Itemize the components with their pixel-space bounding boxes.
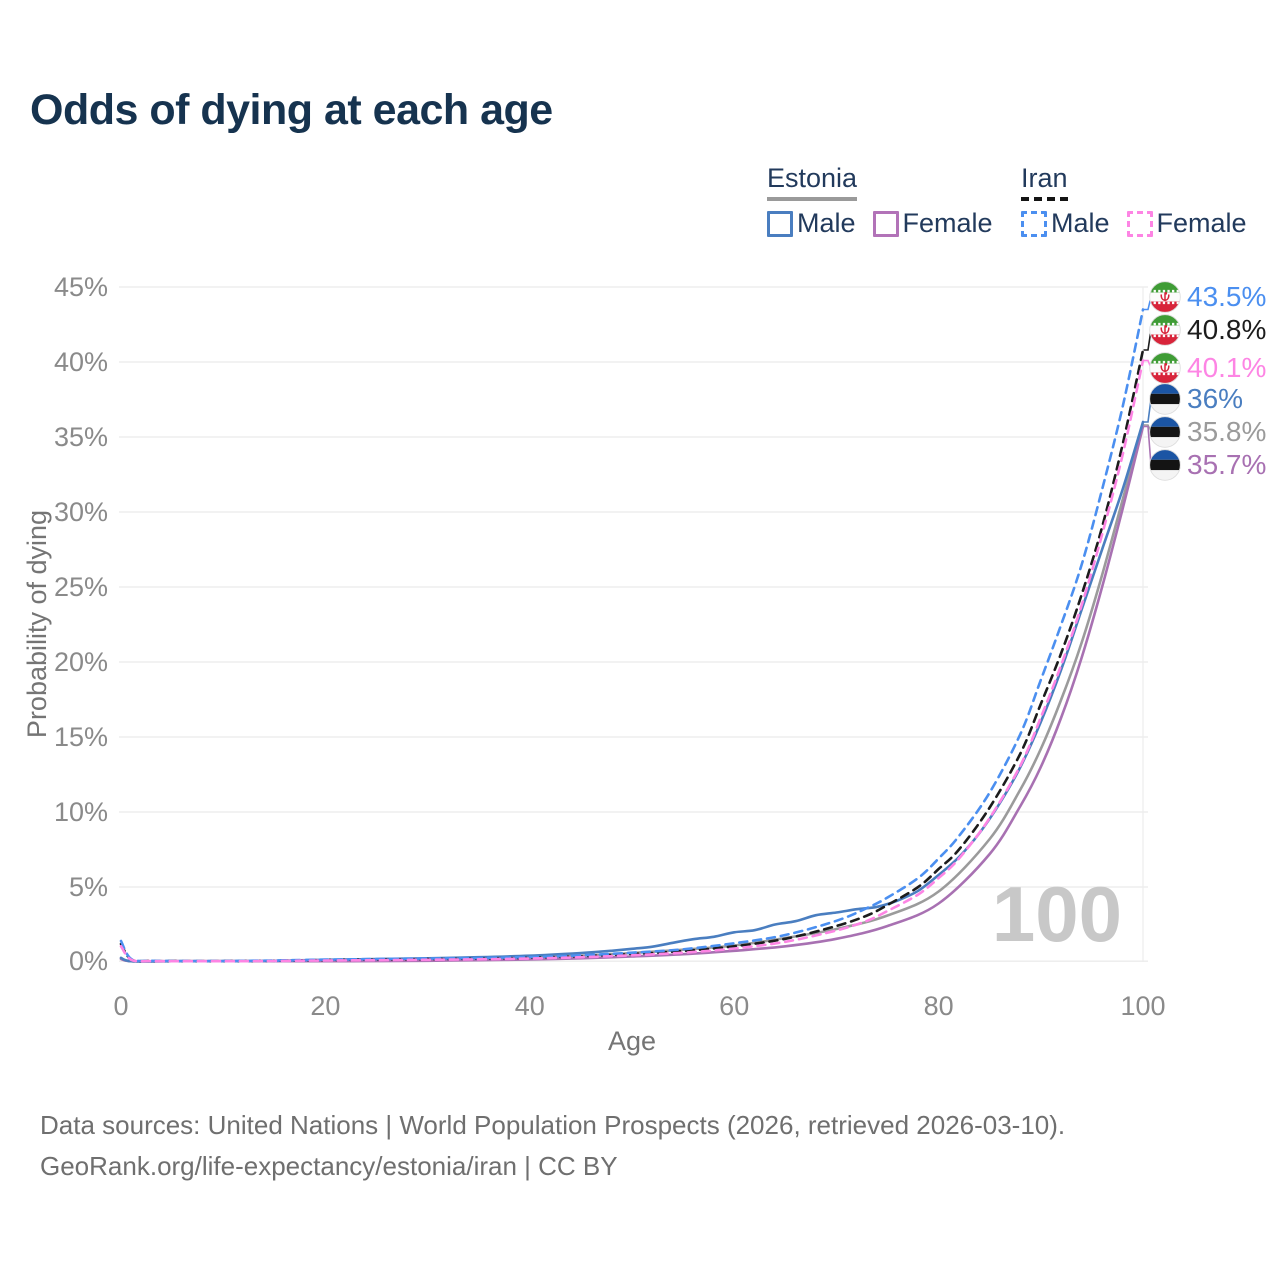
x-tick-label-100: 100 [1120, 991, 1165, 1021]
end-label-estonia-female: 35.7% [1187, 449, 1266, 480]
legend-item-label: Female [1156, 208, 1247, 238]
y-axis-label: Probability of dying [22, 510, 52, 738]
series-line-iran-female[interactable] [119, 359, 1145, 963]
data-sources-line1: Data sources: United Nations | World Pop… [40, 1110, 1066, 1140]
x-tick-label-20: 20 [310, 991, 340, 1021]
x-tick-label-80: 80 [924, 991, 954, 1021]
y-tick-label-25: 25% [54, 572, 108, 602]
y-tick-label-15: 15% [54, 722, 108, 752]
legend-item-label: Female [902, 208, 993, 238]
series-line-estonia-female[interactable] [119, 425, 1145, 963]
legend-group-estonia-items: Male Female [767, 208, 1010, 239]
flag-icon-iran [1149, 352, 1181, 384]
estonia-female-swatch-icon [872, 210, 899, 237]
series-line-iran-male[interactable] [119, 308, 1145, 963]
x-axis-label: Age [608, 1026, 656, 1056]
series-line-iran-both[interactable] [119, 348, 1145, 963]
y-tick-label-20: 20% [54, 647, 108, 677]
y-tick-label-10: 10% [54, 797, 108, 827]
series-line-estonia-both[interactable] [119, 423, 1145, 963]
legend-group-iran-items: Male Female [1021, 208, 1264, 239]
legend-item-label: Male [797, 208, 856, 238]
end-label-estonia-both: 35.8% [1187, 416, 1266, 447]
y-tick-label-35: 35% [54, 422, 108, 452]
legend-group-estonia-header[interactable]: Estonia [767, 163, 858, 201]
y-tick-label-5: 5% [69, 872, 108, 902]
flag-icon-estonia [1149, 449, 1181, 481]
flag-icon-iran [1149, 314, 1181, 346]
x-tick-label-0: 0 [113, 991, 128, 1021]
flag-icon-iran [1149, 281, 1181, 313]
y-tick-label-40: 40% [54, 347, 108, 377]
legend-item-label: Male [1051, 208, 1110, 238]
flag-icon-estonia [1149, 416, 1181, 448]
watermark: 100 [992, 870, 1122, 958]
data-sources: Data sources: United Nations | World Pop… [40, 1105, 1065, 1187]
flag-icon-estonia [1149, 383, 1181, 415]
data-sources-line2: GeoRank.org/life-expectancy/estonia/iran… [40, 1151, 618, 1181]
legend-item-estonia-male[interactable]: Male [767, 208, 856, 239]
iran-female-swatch-icon [1126, 210, 1153, 237]
y-tick-label-0: 0% [69, 946, 108, 976]
legend-item-estonia-female[interactable]: Female [872, 208, 993, 239]
end-label-iran-both: 40.8% [1187, 314, 1266, 345]
legend-item-iran-male[interactable]: Male [1021, 208, 1110, 239]
iran-male-swatch-icon [1021, 210, 1047, 237]
end-label-iran-male: 43.5% [1187, 281, 1266, 312]
end-label-estonia-male: 36% [1187, 383, 1243, 414]
legend-group-estonia: Estonia Male Female [767, 163, 1010, 239]
series-line-estonia-male[interactable] [119, 420, 1145, 963]
estonia-male-swatch-icon [767, 210, 793, 237]
legend-group-iran-header[interactable]: Iran [1021, 163, 1068, 201]
x-tick-label-60: 60 [719, 991, 749, 1021]
legend-item-iran-female[interactable]: Female [1126, 208, 1247, 239]
legend-group-iran: Iran Male Female [1021, 163, 1264, 239]
end-label-iran-female: 40.1% [1187, 352, 1266, 383]
page-title: Odds of dying at each age [30, 86, 553, 134]
y-tick-label-30: 30% [54, 497, 108, 527]
legend: Estonia Male Female Iran Male [0, 163, 1280, 243]
x-tick-label-40: 40 [515, 991, 545, 1021]
y-tick-label-45: 45% [54, 272, 108, 302]
